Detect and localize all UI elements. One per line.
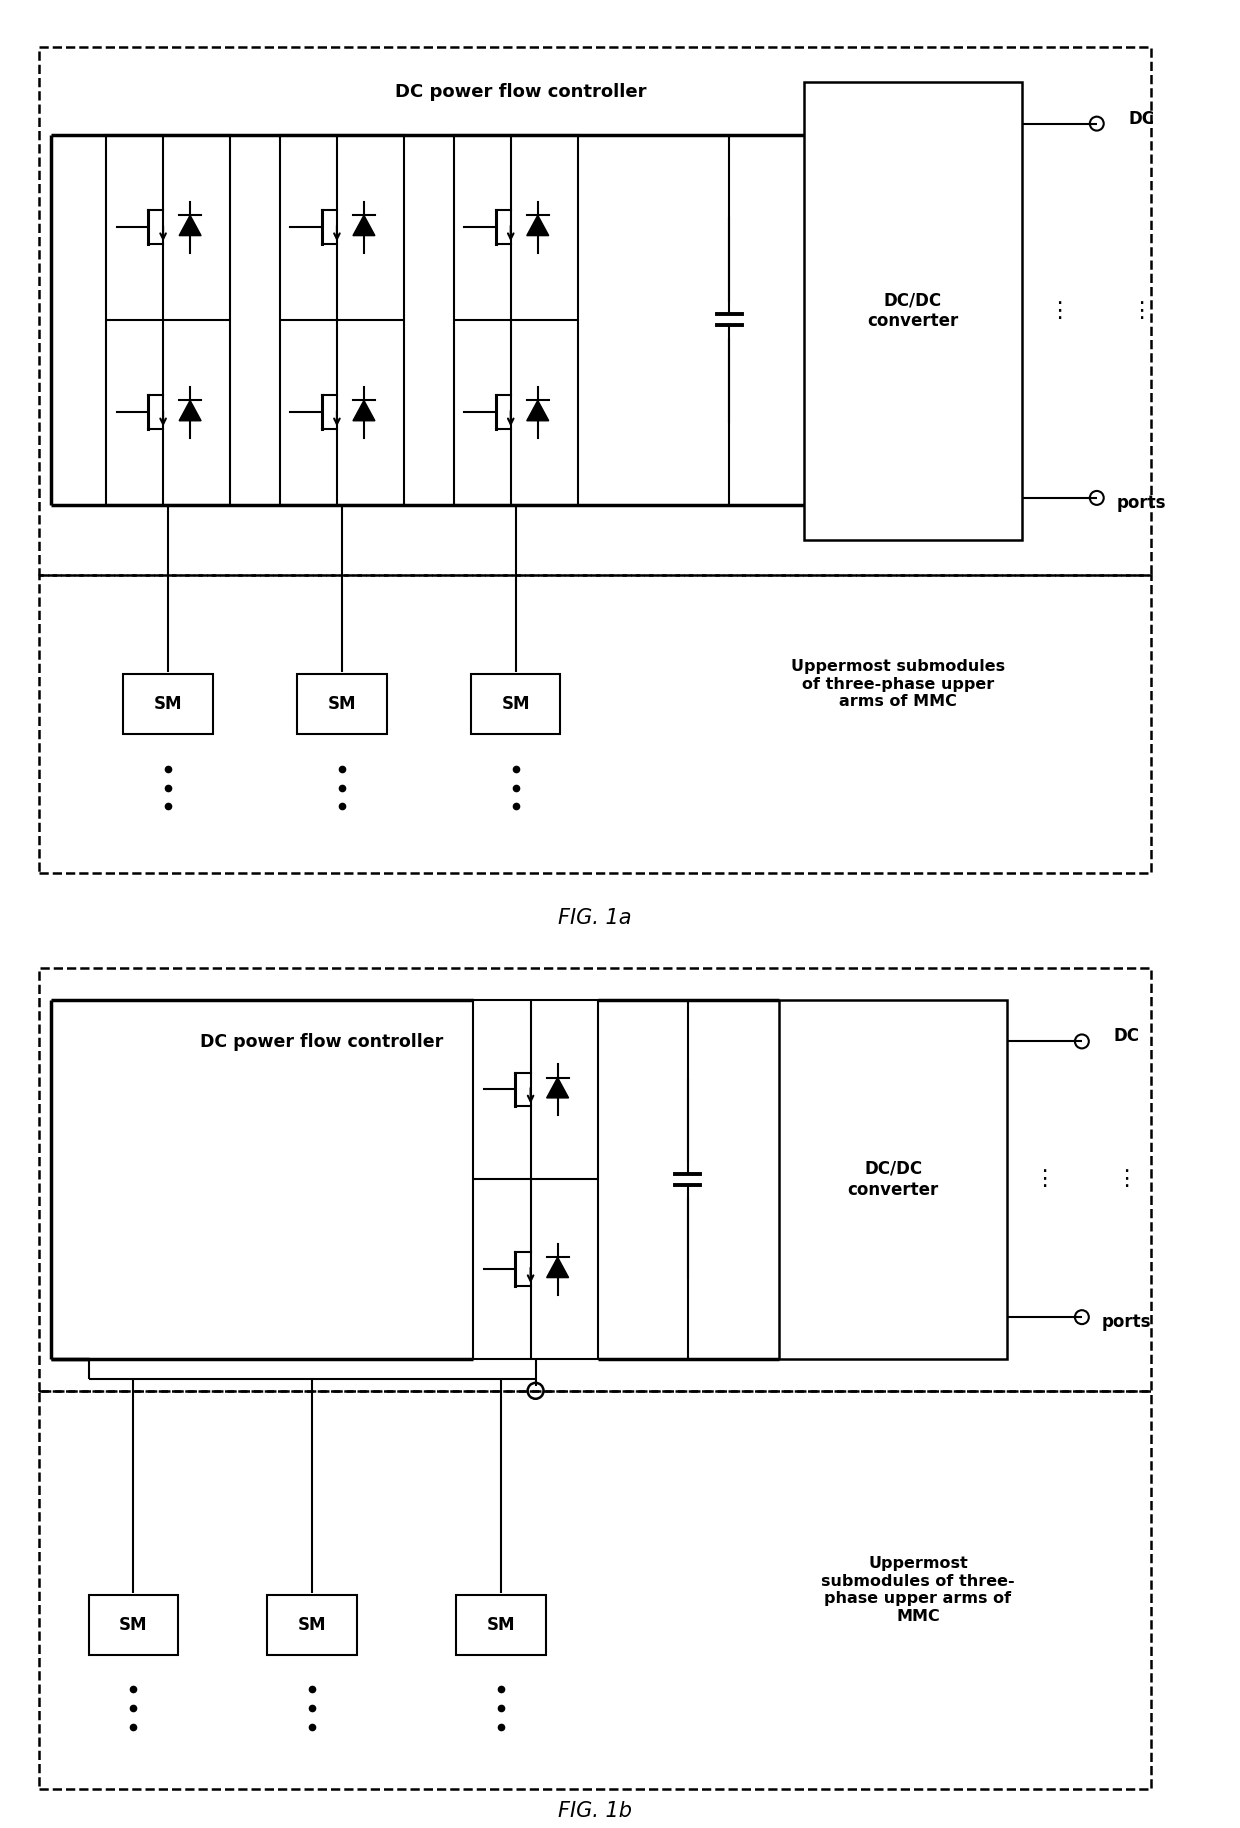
Polygon shape xyxy=(353,400,374,420)
Text: DC power flow controller: DC power flow controller xyxy=(394,82,646,101)
Bar xyxy=(779,1000,1007,1358)
Bar xyxy=(105,135,231,505)
Bar xyxy=(471,675,560,733)
Text: ports: ports xyxy=(1117,494,1167,512)
Polygon shape xyxy=(547,1258,569,1278)
Bar xyxy=(38,1391,1152,1790)
Text: Uppermost
submodules of three-
phase upper arms of
MMC: Uppermost submodules of three- phase upp… xyxy=(821,1556,1014,1623)
Text: SM: SM xyxy=(501,695,529,713)
Polygon shape xyxy=(353,216,374,236)
Text: ⋮: ⋮ xyxy=(1131,302,1153,320)
Polygon shape xyxy=(527,216,549,236)
Bar xyxy=(474,1000,598,1358)
Bar xyxy=(123,675,213,733)
Text: SM: SM xyxy=(119,1616,148,1634)
Text: FIG. 1b: FIG. 1b xyxy=(558,1801,632,1821)
Polygon shape xyxy=(547,1077,569,1099)
Text: FIG. 1a: FIG. 1a xyxy=(558,909,632,929)
Polygon shape xyxy=(179,400,201,420)
Text: SM: SM xyxy=(327,695,356,713)
Bar xyxy=(88,1594,179,1654)
Text: DC/DC
converter: DC/DC converter xyxy=(847,1161,939,1199)
Text: DC: DC xyxy=(1114,1027,1140,1046)
Polygon shape xyxy=(527,400,549,420)
Text: SM: SM xyxy=(298,1616,326,1634)
Bar xyxy=(268,1594,357,1654)
Text: ⋮: ⋮ xyxy=(1033,1170,1055,1190)
Bar xyxy=(38,574,1152,874)
Bar xyxy=(298,675,387,733)
Text: SM: SM xyxy=(154,695,182,713)
Bar xyxy=(38,48,1152,574)
Bar xyxy=(280,135,404,505)
Bar xyxy=(804,82,1022,539)
Bar xyxy=(456,1594,546,1654)
Bar xyxy=(454,135,578,505)
Polygon shape xyxy=(179,216,201,236)
Text: SM: SM xyxy=(486,1616,515,1634)
Text: ⋮: ⋮ xyxy=(1048,302,1070,320)
Text: ⋮: ⋮ xyxy=(1116,1170,1137,1190)
Text: DC/DC
converter: DC/DC converter xyxy=(868,291,959,331)
Text: DC power flow controller: DC power flow controller xyxy=(201,1033,444,1051)
Text: ports: ports xyxy=(1102,1313,1151,1331)
Text: DC: DC xyxy=(1128,110,1154,128)
Bar xyxy=(38,967,1152,1391)
Text: Uppermost submodules
of three-phase upper
arms of MMC: Uppermost submodules of three-phase uppe… xyxy=(791,660,1006,709)
